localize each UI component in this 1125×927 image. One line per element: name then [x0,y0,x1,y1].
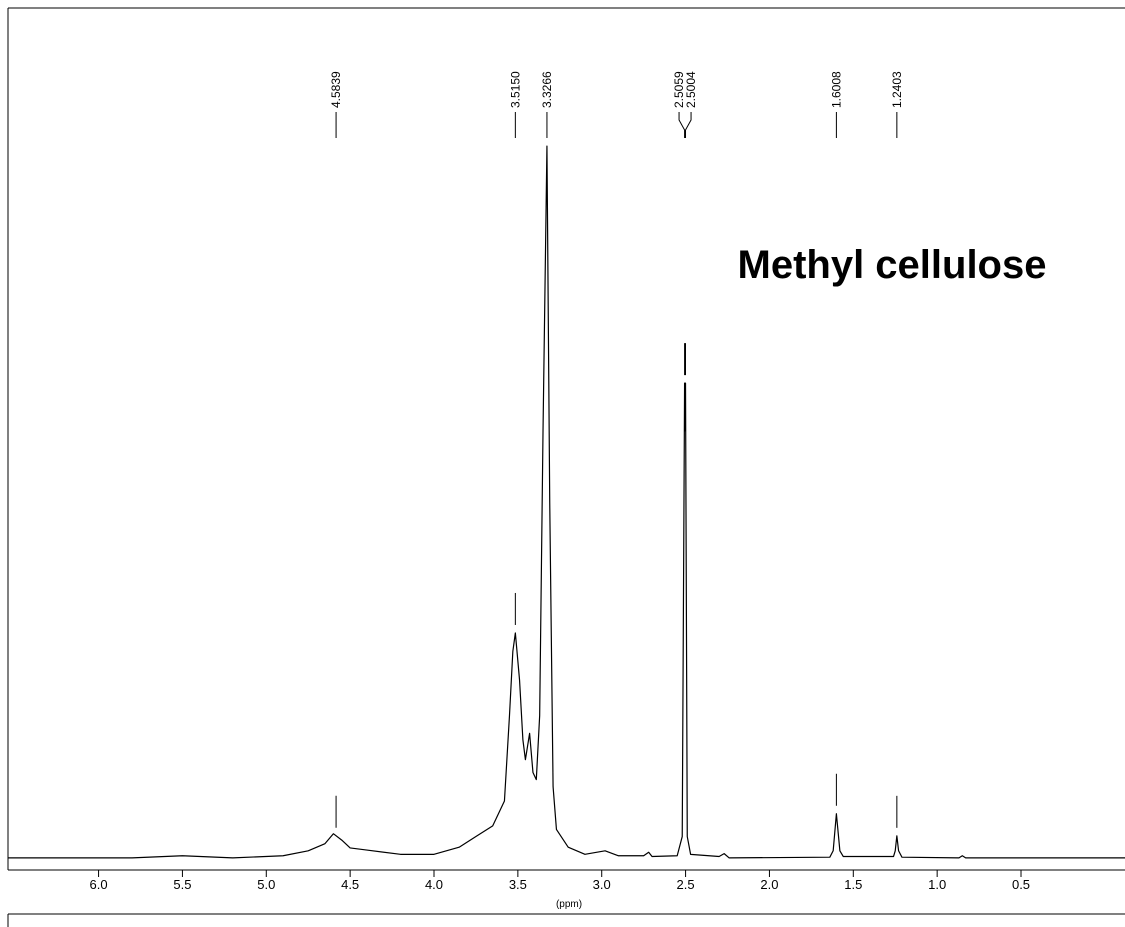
x-tick-label: 4.0 [425,877,443,892]
peak-label: 3.5150 [508,71,522,108]
peak-label: 2.5059 [672,71,686,108]
x-tick-label: 5.5 [173,877,191,892]
annotation: Methyl cellulose [738,243,1047,287]
x-tick-label: 0.5 [1012,877,1030,892]
peak-label: 1.2403 [890,71,904,108]
x-tick-label: 3.5 [509,877,527,892]
peak-label: 2.5004 [684,71,698,108]
x-tick-label: 6.0 [90,877,108,892]
x-tick-label: 3.0 [593,877,611,892]
x-tick-label: 5.0 [257,877,275,892]
peak-label: 3.3266 [540,71,554,108]
peak-connector [685,112,692,138]
spectrum-line [8,145,1125,859]
peak-label: 1.6008 [829,71,843,108]
x-axis-label: (ppm) [556,899,582,910]
x-tick-label: 2.0 [760,877,778,892]
peak-connector [678,112,686,138]
x-tick-label: 1.0 [928,877,946,892]
peak-label: 4.5839 [329,71,343,108]
x-tick-label: 2.5 [677,877,695,892]
x-tick-label: 4.5 [341,877,359,892]
x-tick-label: 1.5 [844,877,862,892]
